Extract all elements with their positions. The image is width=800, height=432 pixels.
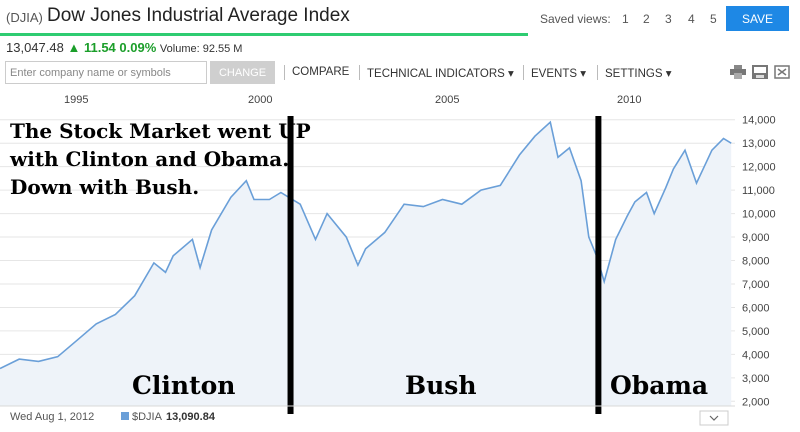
saved-view-5[interactable]: 5 [710,12,717,26]
price-change-percent: 0.09% [119,40,157,55]
toolbar-divider [597,65,598,80]
last-price: 13,047.48 [6,40,64,55]
year-tick-label: 2010 [617,94,642,106]
headline-line-1: The Stock Market went UP [10,119,311,143]
y-tick-label: 2,000 [742,396,770,408]
era-dividers [287,116,602,414]
year-tick-label: 2005 [435,94,460,106]
up-arrow-icon: ▲ [67,40,81,55]
series-swatch [121,412,129,420]
footer-value: 13,090.84 [166,411,216,423]
change-button[interactable]: CHANGE [210,61,275,84]
year-tick-label: 2000 [248,94,273,106]
era-divider [287,116,294,414]
y-tick-label: 11,000 [742,185,775,197]
header: (DJIA) Dow Jones Industrial Average Inde… [0,0,800,38]
compare-menu[interactable]: COMPARE [292,66,350,78]
image-icon[interactable] [752,65,768,79]
toolbar-divider [359,65,360,80]
y-tick-label: 10,000 [742,209,776,221]
price-change: 11.54 [83,40,116,55]
caret-down-icon: ▾ [665,68,672,80]
technical-indicators-label: TECHNICAL INDICATORS [367,68,505,80]
title-underline [0,33,528,36]
technical-indicators-menu[interactable]: TECHNICAL INDICATORS ▾ [367,66,514,80]
events-menu[interactable]: EVENTS ▾ [531,66,586,80]
era-label-obama: Obama [610,371,708,400]
price-line [0,120,732,370]
settings-label: SETTINGS [605,68,663,80]
saved-view-4[interactable]: 4 [688,12,695,26]
ticker-symbol: (DJIA) [6,10,43,25]
quote-summary: 13,047.48 ▲ 11.54 0.09% Volume: 92.55 M [6,40,242,58]
era-label-bush: Bush [405,371,477,400]
caret-down-icon: ▾ [580,68,586,80]
headline-line-2: with Clinton and Obama. [9,147,289,171]
price-area [0,122,732,406]
saved-view-1[interactable]: 1 [622,12,629,26]
year-tick-label: 1995 [64,94,89,106]
saved-view-2[interactable]: 2 [643,12,650,26]
y-tick-label: 4,000 [742,349,770,361]
expand-button[interactable] [699,410,729,426]
footer-date: Wed Aug 1, 2012 [10,411,94,423]
saved-views-label: Saved views: [540,12,611,26]
y-tick-label: 14,000 [742,115,776,127]
price-chart[interactable]: 2,000 3,000 4,000 5,000 6,000 7,000 8,000 9,000… [0,108,800,432]
fullscreen-icon[interactable] [774,65,790,79]
y-tick-label: 9,000 [742,232,770,244]
footer-series: $DJIA [132,411,163,423]
y-tick-label: 6,000 [742,302,770,314]
caret-down-icon: ▾ [508,68,514,80]
page-title: Dow Jones Industrial Average Index [47,5,350,26]
year-axis: 1995 2000 2005 2010 [0,92,800,108]
y-tick-label: 12,000 [742,162,776,174]
y-tick-label: 5,000 [742,326,770,338]
settings-menu[interactable]: SETTINGS ▾ [605,66,672,80]
chart-toolbar: CHANGE COMPARE TECHNICAL INDICATORS ▾ EV… [0,60,800,86]
y-tick-label: 13,000 [742,138,776,150]
y-axis-labels: 2,000 3,000 4,000 5,000 6,000 7,000 8,000 9,000… [742,115,776,409]
y-tick-label: 3,000 [742,373,770,385]
events-label: EVENTS [531,68,578,80]
print-icon[interactable] [730,65,746,79]
era-divider [595,116,602,414]
toolbar-divider [523,65,524,80]
headline-line-3: Down with Bush. [10,175,199,199]
chevron-down-icon [709,415,719,421]
symbol-search-input[interactable] [5,61,207,84]
y-tick-label: 8,000 [742,256,770,268]
era-label-clinton: Clinton [132,371,235,400]
volume: Volume: 92.55 M [159,43,243,55]
y-tick-label: 7,000 [742,279,770,291]
saved-view-3[interactable]: 3 [665,12,672,26]
toolbar-divider [284,65,285,80]
save-button[interactable]: SAVE [726,6,789,31]
